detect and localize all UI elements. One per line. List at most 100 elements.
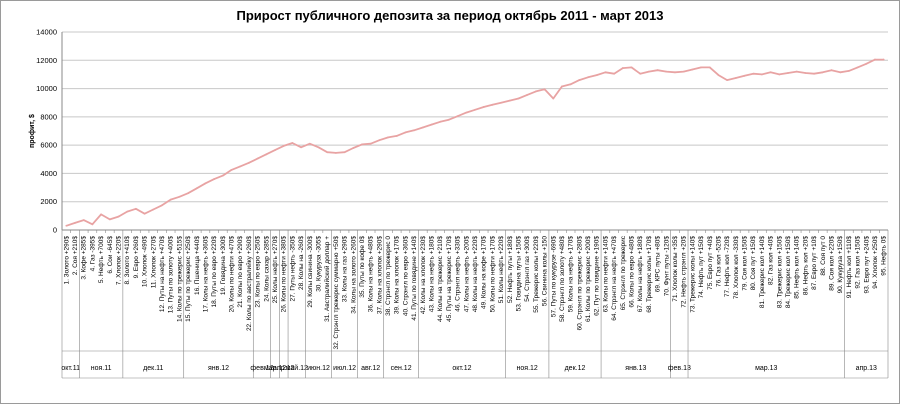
y-tick-label: 0 bbox=[53, 226, 57, 235]
x-tick-label: 8. Золото +410$ bbox=[124, 236, 131, 285]
data-point bbox=[682, 70, 685, 73]
x-tick-label: 3. Кофе +285$ bbox=[81, 236, 88, 280]
data-point bbox=[595, 74, 598, 77]
month-label: окт.11 bbox=[61, 365, 80, 372]
data-point bbox=[204, 182, 207, 185]
x-tick-label: 31. Австралийский доллар + bbox=[323, 236, 331, 322]
x-tick-label: 5. Нефть +700$ bbox=[98, 236, 105, 284]
x-tick-label: 13. Путы по золоту +400$ bbox=[168, 236, 175, 314]
x-tick-label: 24. Колы сахар +285$ bbox=[263, 236, 270, 302]
data-point bbox=[491, 103, 494, 106]
x-tick-label: 44. Колы на трежерис +210$ bbox=[437, 236, 444, 322]
x-tick-label: 86. Нефть кол +20$ bbox=[802, 236, 809, 296]
x-tick-label: 69. КРС путы +80$ bbox=[655, 236, 662, 293]
data-point bbox=[700, 66, 702, 69]
x-tick-label: 28. Колы на -260$ bbox=[298, 236, 305, 290]
month-label: мар.12 bbox=[264, 365, 286, 372]
data-point bbox=[334, 152, 337, 154]
month-label: ноя.12 bbox=[517, 365, 538, 372]
data-point bbox=[604, 71, 607, 74]
data-point bbox=[639, 72, 642, 75]
x-tick-label: 79. Соя кол +150$ bbox=[742, 236, 749, 291]
data-point bbox=[465, 111, 468, 114]
month-label: май.12 bbox=[286, 364, 308, 372]
data-point bbox=[135, 207, 137, 210]
month-label: мар.13 bbox=[755, 365, 777, 372]
data-point bbox=[291, 142, 294, 144]
x-tick-label: 10. Хлопок -490$ bbox=[142, 236, 149, 287]
data-point bbox=[561, 85, 563, 88]
data-point bbox=[708, 66, 711, 69]
x-tick-label: 64. Стрэнгл на нефть +470$ bbox=[611, 236, 618, 321]
data-point bbox=[413, 129, 416, 132]
x-tick-label: 4. Газ -395$ bbox=[89, 236, 96, 272]
data-point bbox=[308, 142, 311, 145]
y-tick-label: 14000 bbox=[36, 28, 57, 37]
x-tick-label: 75. Евро пут +40$ bbox=[707, 236, 714, 290]
x-tick-label: 49. Колы на кофе +170$ bbox=[481, 236, 488, 309]
x-tick-label: 59. Колы на нефть +170$ bbox=[568, 236, 575, 313]
x-tick-label: 78. Хлопок кол -330$ bbox=[733, 236, 740, 299]
data-point bbox=[65, 224, 68, 227]
data-point bbox=[300, 146, 303, 149]
x-tick-label: 41. Путы по говядине +140$ bbox=[411, 236, 418, 321]
x-tick-label: 25. Колы нефть +270$ bbox=[272, 236, 279, 304]
data-point bbox=[830, 69, 833, 72]
data-point bbox=[395, 135, 398, 137]
x-tick-label: 7. Хлопок +220$ bbox=[116, 236, 123, 285]
data-point bbox=[117, 215, 120, 218]
data-point bbox=[439, 120, 442, 123]
data-point bbox=[326, 151, 329, 154]
data-point bbox=[787, 72, 789, 74]
data-point bbox=[665, 70, 668, 73]
data-point bbox=[143, 212, 146, 215]
data-point bbox=[482, 106, 485, 108]
data-point bbox=[108, 218, 111, 221]
data-point bbox=[369, 142, 372, 145]
data-point bbox=[178, 195, 181, 198]
x-tick-label: 46. Стрэнгл нефть +330$ bbox=[455, 236, 462, 312]
data-point bbox=[517, 97, 520, 100]
month-label: фев.13 bbox=[668, 365, 691, 372]
data-point bbox=[821, 71, 824, 74]
x-tick-label: 92. Газ кол +150$ bbox=[855, 236, 862, 289]
month-label: июл.12 bbox=[333, 365, 356, 372]
x-tick-label: 11. Хлопок +270$ bbox=[150, 236, 157, 289]
data-point bbox=[100, 213, 103, 216]
data-point bbox=[256, 157, 259, 160]
x-tick-label: 39. Колы на хлопок +170$ bbox=[394, 236, 401, 315]
data-point bbox=[239, 165, 242, 168]
x-tick-label: 77. Нефть кол -720$ bbox=[724, 236, 731, 298]
data-point bbox=[500, 101, 502, 104]
x-tick-label: 35. Путы по кофе 0$ bbox=[359, 236, 366, 298]
series-line bbox=[66, 58, 884, 227]
x-tick-label: 89. Соя кол +220$ bbox=[828, 236, 835, 291]
y-tick-label: 6000 bbox=[40, 141, 57, 150]
x-tick-label: 17. Колы на нефть +360$ bbox=[202, 236, 209, 313]
x-tick-label: 94. Хлопок +250$ bbox=[872, 236, 879, 289]
x-tick-label: 53. Говядина путы +150$ bbox=[515, 236, 522, 312]
data-point bbox=[195, 187, 198, 190]
x-tick-label: 37. Колы на хлопок +290$ bbox=[376, 236, 383, 315]
x-tick-label: 54. Стрэнгл газ +300$ bbox=[524, 236, 531, 302]
x-tick-label: 29. Колы свинина -300$ bbox=[307, 236, 314, 308]
data-point bbox=[778, 73, 781, 76]
x-tick-label: 70. Фунт путы -120$ bbox=[663, 236, 670, 297]
data-point bbox=[378, 139, 381, 142]
x-tick-label: 48. Колы на нефть +220$ bbox=[472, 236, 479, 313]
x-tick-label: 55. Трежерис колы +220$ bbox=[533, 236, 540, 313]
data-point bbox=[265, 153, 268, 156]
x-tick-label: 22. Колы по австралийку +260$ bbox=[245, 236, 253, 331]
data-point bbox=[674, 71, 676, 74]
month-label: фев.12 bbox=[250, 365, 273, 372]
data-point bbox=[448, 118, 450, 121]
x-tick-label: 34. Колы на золото +260$ bbox=[350, 236, 357, 314]
x-tick-label: 32. Стрэнгл трежерис суммарно +50$ bbox=[333, 236, 340, 350]
data-point bbox=[761, 73, 763, 76]
data-point bbox=[587, 76, 589, 79]
data-point bbox=[282, 144, 285, 147]
month-label: янв.12 bbox=[208, 365, 229, 372]
x-tick-label: 15. Путы по трежерис +250$ bbox=[185, 236, 192, 322]
data-point bbox=[656, 69, 659, 72]
month-label: окт.12 bbox=[452, 365, 471, 372]
